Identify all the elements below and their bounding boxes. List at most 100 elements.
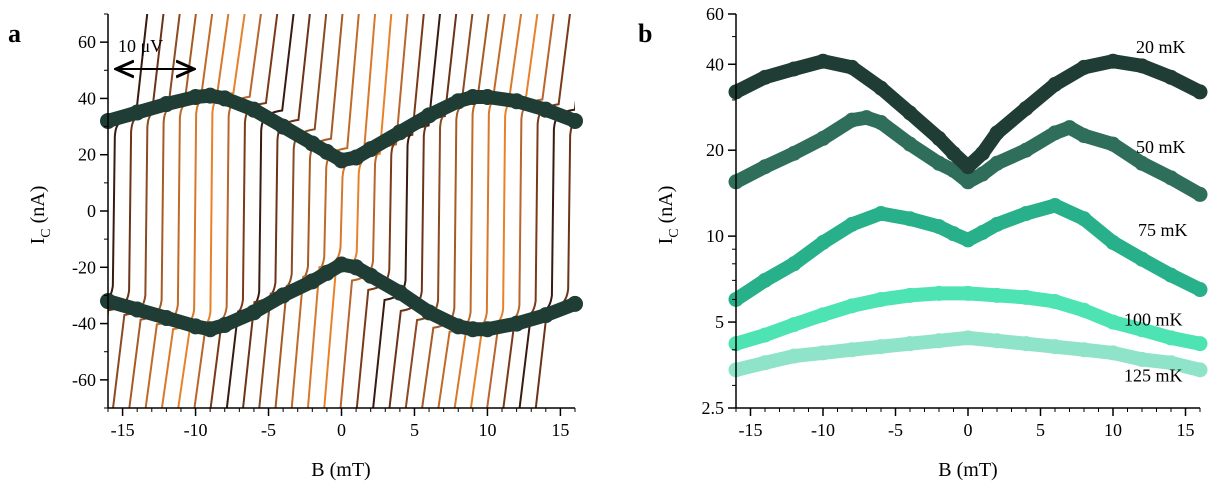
a-data-point (202, 321, 219, 338)
b-data-point (1105, 53, 1121, 69)
b-data-point (1105, 136, 1121, 152)
b-x-tick-label: 10 (1104, 420, 1122, 440)
b-data-point (1192, 282, 1208, 298)
b-data-point (815, 53, 831, 69)
b-data-point (989, 333, 1005, 349)
a-data-point (537, 101, 554, 118)
a-data-point (391, 124, 408, 141)
b-data-point (859, 110, 874, 126)
b-data-point (1047, 125, 1063, 141)
b-data-point (757, 272, 773, 288)
b-data-point (1018, 142, 1034, 158)
a-data-point (421, 304, 438, 321)
b-data-point (931, 155, 947, 171)
a-data-point (348, 149, 365, 166)
a-trace (323, 14, 393, 408)
b-data-point (1163, 69, 1179, 85)
a-data-point (275, 287, 292, 304)
a-data-point (464, 89, 481, 106)
a-data-point (216, 90, 233, 107)
a-axes: -15 -10 -5 0 5 10 15 -60 -40 -20 0 20 40 60 (72, 13, 576, 440)
a-data-point (129, 104, 146, 121)
a-data-point (508, 93, 525, 110)
a-data-point (362, 267, 379, 284)
b-y-tick-label: 40 (706, 54, 724, 74)
b-data-point (1163, 330, 1179, 346)
a-data-point (464, 321, 481, 338)
a-data-point (508, 315, 525, 332)
a-data-point (304, 273, 321, 290)
b-data-point (931, 285, 947, 301)
b-data-point (757, 159, 773, 175)
a-data-point (479, 89, 496, 106)
a-trace (274, 14, 344, 408)
b-xlabel: B (mT) (938, 459, 997, 481)
b-data-point (960, 285, 976, 301)
b-data-point (873, 206, 889, 222)
panel-a-letter: a (8, 19, 21, 48)
a-critical-current-series (100, 87, 583, 338)
b-data-point (1163, 170, 1179, 186)
a-y-tick-label: -20 (72, 257, 96, 277)
b-data-point (786, 348, 802, 364)
a-y-tick-label: 40 (78, 88, 96, 108)
b-series-label: 50 mK (1136, 137, 1186, 157)
a-x-tick-label: -15 (111, 420, 135, 440)
a-trace (355, 14, 425, 408)
b-data-point (1134, 58, 1150, 74)
a-y-tick-label: 0 (87, 201, 96, 221)
a-data-point (450, 318, 467, 335)
b-y-tick-label: 20 (706, 140, 724, 160)
a-trace (453, 14, 523, 408)
b-y-tick-label: 2.5 (702, 398, 725, 418)
a-xlabel: B (mT) (311, 459, 370, 481)
b-data-point (1134, 322, 1150, 338)
b-data-point (757, 69, 773, 85)
b-data-point (815, 307, 831, 323)
b-data-point (1163, 355, 1179, 371)
a-data-point (537, 307, 554, 324)
b-data-point (873, 291, 889, 307)
b-data-point (931, 130, 947, 146)
a-data-point (275, 118, 292, 135)
b-data-point (902, 105, 918, 121)
b-y-tick-label: 60 (706, 4, 724, 24)
b-data-point (844, 112, 860, 128)
b-data-point (815, 130, 831, 146)
b-data-point (1018, 289, 1034, 305)
b-data-point (1076, 342, 1092, 358)
a-trace (290, 14, 360, 408)
a-x-tick-label: 5 (410, 420, 419, 440)
a-ylabel: IC (nA) (27, 186, 54, 245)
b-data-point (1192, 336, 1208, 352)
b-data-point (931, 219, 947, 235)
b-data-point (1018, 100, 1034, 116)
b-data-point (786, 256, 802, 272)
b-data-point (873, 80, 889, 96)
a-data-point (391, 284, 408, 301)
b-data-point (1134, 251, 1150, 267)
a-data-point (245, 304, 262, 321)
b-data-point (902, 211, 918, 227)
b-data-point (1062, 120, 1077, 136)
a-x-tick-label: 0 (337, 420, 346, 440)
b-data-point (989, 155, 1005, 171)
b-data-point (931, 333, 947, 349)
b-data-point (1134, 155, 1150, 171)
b-data-point (960, 174, 976, 190)
b-data-point (1105, 345, 1121, 361)
b-data-point (1018, 206, 1034, 222)
b-data-point (1192, 362, 1208, 378)
a-trace (339, 14, 409, 408)
b-data-point (960, 232, 976, 248)
a-data-point (187, 318, 204, 335)
b-data-point (989, 125, 1005, 141)
a-x-tick-label: 15 (551, 420, 569, 440)
b-x-tick-label: -10 (811, 420, 835, 440)
b-y-tick-label: 10 (706, 226, 724, 246)
a-scale-annotation: 10 μV (118, 36, 192, 69)
b-data-point (757, 355, 773, 371)
b-data-point (1105, 314, 1121, 330)
a-data-point (158, 96, 175, 113)
b-data-point (1134, 351, 1150, 367)
